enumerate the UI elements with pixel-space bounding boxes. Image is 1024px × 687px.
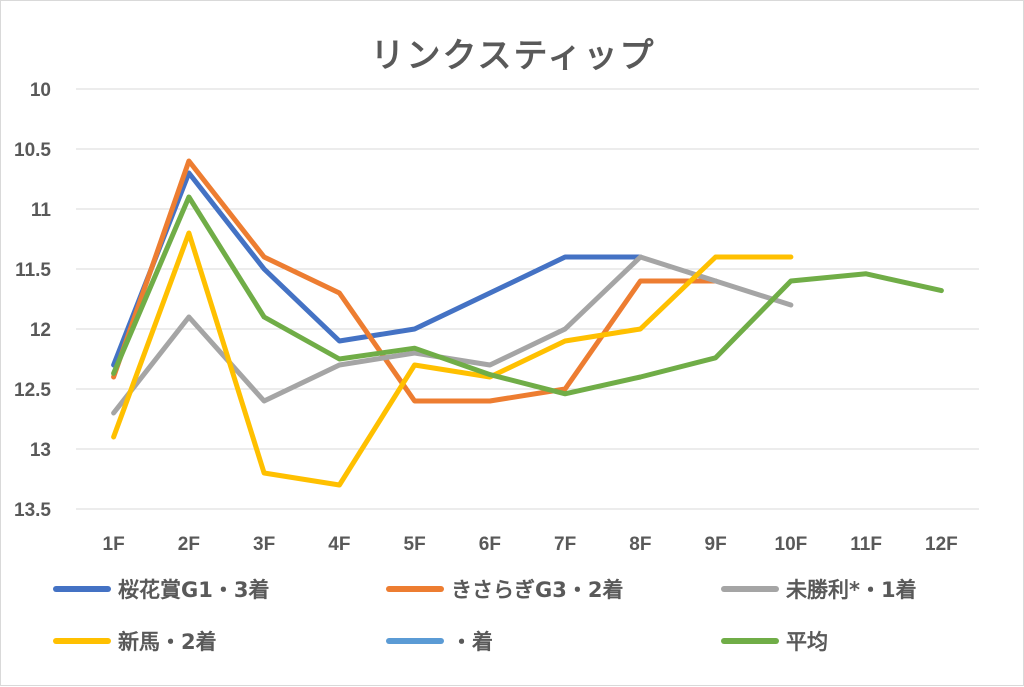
- y-tick-label: 12.5: [14, 380, 51, 401]
- series-line: [111, 158, 719, 404]
- x-tick-label: 7F: [554, 534, 576, 555]
- series-lines: [111, 158, 944, 488]
- x-tick-label: 6F: [479, 534, 501, 555]
- x-tick-label: 4F: [328, 534, 350, 555]
- legend-label: 未勝利*・1着: [786, 578, 917, 602]
- legend-item: 新馬・2着: [53, 630, 217, 654]
- legend-label: 桜花賞G1・3着: [118, 578, 269, 602]
- y-tick-label: 11: [31, 200, 52, 221]
- legend-item: ・着: [386, 630, 493, 654]
- legend-item: 桜花賞G1・3着: [53, 578, 269, 602]
- y-tick-label: 12: [30, 320, 51, 341]
- legend-label: 平均: [786, 630, 828, 654]
- y-tick-label: 13.5: [14, 500, 51, 521]
- legend-label: 新馬・2着: [118, 630, 217, 654]
- x-tick-label: 11F: [850, 534, 882, 555]
- legend-item: 未勝利*・1着: [721, 578, 917, 602]
- x-tick-label: 2F: [178, 534, 200, 555]
- legend-item: 平均: [721, 630, 828, 654]
- chart-title: リンクスティップ: [371, 36, 656, 76]
- x-tick-label: 3F: [253, 534, 275, 555]
- series-line: [111, 230, 794, 488]
- y-tick-label: 10: [30, 80, 51, 101]
- series-line-path: [111, 170, 643, 368]
- x-tick-label: 5F: [404, 534, 426, 555]
- legend-label: きさらぎG3・2着: [451, 578, 623, 602]
- x-tick-label: 1F: [103, 534, 125, 555]
- y-tick-label: 13: [30, 440, 51, 461]
- series-line: [111, 194, 944, 397]
- y-axis-ticks: 10 10.5 11 11.5 12 12.5 13 13.5: [14, 80, 51, 521]
- x-axis-ticks: 1F 2F 3F 4F 5F 6F 7F 8F 9F 10F 11F 12F: [103, 534, 958, 555]
- x-tick-label: 8F: [629, 534, 651, 555]
- series-line: [111, 170, 643, 368]
- series-line-path: [111, 230, 794, 488]
- y-tick-label: 11.5: [15, 260, 51, 281]
- legend-label: ・着: [451, 630, 493, 654]
- x-tick-label: 12F: [925, 534, 958, 555]
- x-tick-label: 10F: [775, 534, 808, 555]
- legend-item: きさらぎG3・2着: [386, 578, 623, 602]
- x-tick-label: 9F: [705, 534, 727, 555]
- y-tick-label: 10.5: [14, 140, 51, 161]
- series-line-path: [111, 158, 719, 404]
- series-line-path: [111, 194, 944, 397]
